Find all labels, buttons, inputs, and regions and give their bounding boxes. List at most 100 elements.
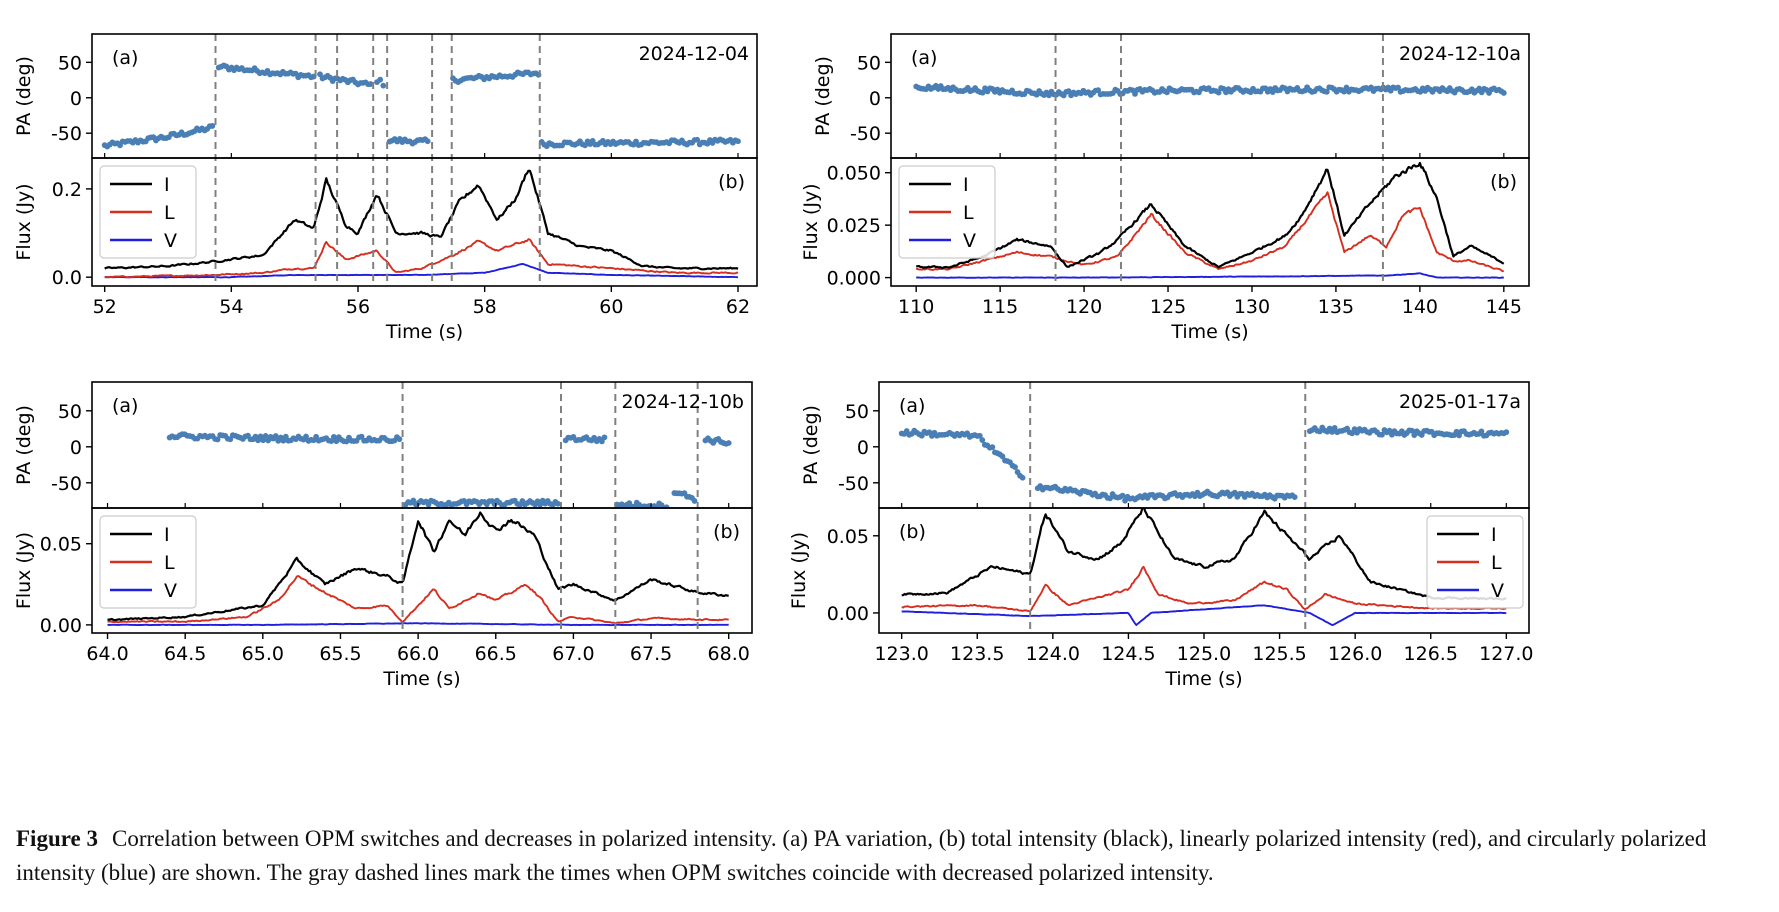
xtick-label: 62 [726, 296, 750, 318]
pa-scatter [166, 431, 732, 508]
series-line-V [901, 604, 1507, 627]
pa-point [1343, 84, 1350, 91]
series-line-I [107, 511, 729, 622]
flux-axes-frame [91, 507, 753, 634]
chart-2025-01-17a: 50 0 -50 0.00 0.05 123.0 123.5 124.0 124.5 125.0 1… [788, 381, 1534, 690]
xtick-label: 124.0 [1026, 643, 1080, 665]
pa-point [979, 437, 986, 443]
pa-point [1323, 88, 1330, 95]
xtick-label: 126.5 [1404, 643, 1458, 665]
legend-label-V: V [963, 230, 976, 252]
flux-lines [915, 161, 1505, 279]
pa-point [735, 138, 741, 145]
pa-point [262, 433, 269, 439]
pa-ytick-label: 0 [869, 88, 881, 110]
series-line-V [107, 622, 729, 627]
flux-ytick-label: 0.2 [52, 179, 82, 201]
pa-point [1107, 495, 1113, 502]
xtick-label: 125 [1150, 296, 1186, 318]
flux-ytick-label: 0.05 [40, 534, 82, 556]
chart-2024-12-10b: 50 0 -50 0.00 0.05 64.0 64.5 65.0 65.5 66.0 66.5 67… [13, 381, 753, 690]
pa-ylabel: PA (deg) [13, 56, 35, 136]
xlabel: Time (s) [385, 321, 463, 343]
xtick-label: 125.0 [1177, 643, 1231, 665]
xlabel: Time (s) [382, 668, 460, 690]
pa-point [377, 76, 384, 83]
xtick-label: 68.0 [708, 643, 750, 665]
pa-ylabel: PA (deg) [13, 405, 35, 485]
pa-point [328, 438, 335, 444]
legend-label-L: L [164, 552, 175, 574]
flux-lines [104, 169, 739, 279]
pa-point [1119, 492, 1126, 499]
xtick-label: 110 [898, 296, 934, 318]
pa-point [601, 434, 608, 441]
pa-scatter [913, 82, 1507, 99]
legend-label-I: I [1491, 524, 1497, 546]
flux-ytick-label: 0.00 [827, 603, 869, 625]
figure-caption: Figure 3 Correlation between OPM switches… [16, 822, 1766, 890]
pa-panel-label: (a) [911, 47, 937, 69]
legend-label-V: V [164, 230, 177, 252]
legend: ILV [1426, 515, 1524, 609]
pa-point [367, 81, 374, 87]
pa-ytick-label: 50 [845, 401, 869, 423]
pa-point [330, 433, 337, 440]
flux-ytick-label: 0.000 [827, 268, 881, 290]
pa-ytick-label: -50 [850, 123, 881, 145]
pa-point [554, 500, 561, 507]
flux-lines [107, 511, 729, 627]
pa-point [1291, 494, 1298, 501]
pa-point [663, 504, 670, 508]
pa-point [694, 136, 701, 143]
flux-panel-label: (b) [718, 171, 745, 193]
pa-ytick-label: 50 [857, 52, 881, 74]
legend-label-I: I [164, 174, 170, 196]
pa-panel-label: (a) [112, 395, 138, 417]
flux-panel-label: (b) [713, 521, 740, 543]
legend-label-V: V [164, 580, 177, 602]
series-line-I [915, 161, 1505, 269]
chart-2024-12-10a: 50 0 -50 0.000 0.025 0.050 110 115 120 125 130 135 1… [800, 33, 1530, 343]
series-line-V [104, 262, 738, 279]
pa-ytick-label: -50 [51, 473, 82, 495]
pa-point [1019, 474, 1026, 481]
pa-scatter [898, 424, 1510, 504]
xtick-label: 66.5 [475, 643, 517, 665]
flux-panel-label: (b) [899, 521, 926, 543]
pa-point [725, 440, 732, 446]
xtick-label: 60 [599, 296, 623, 318]
flux-ytick-label: 0.025 [827, 215, 881, 237]
pa-point [317, 71, 323, 78]
flux-panel-label: (b) [1490, 171, 1517, 193]
xtick-label: 54 [219, 296, 243, 318]
xtick-label: 126.0 [1328, 643, 1382, 665]
legend: ILV [99, 165, 197, 259]
legend-label-I: I [963, 174, 969, 196]
series-line-L [916, 191, 1504, 273]
pa-panel-label: (a) [112, 47, 138, 69]
pa-point [424, 138, 431, 145]
pa-point [979, 89, 986, 96]
legend-label-I: I [164, 524, 170, 546]
flux-axes-frame [91, 157, 758, 287]
pa-point [303, 433, 309, 440]
xtick-label: 120 [1066, 296, 1102, 318]
pa-scatter [101, 62, 741, 150]
pa-point [989, 444, 996, 451]
legend: ILV [99, 515, 197, 609]
xtick-label: 130 [1234, 296, 1270, 318]
pa-point [209, 123, 216, 129]
xtick-label: 135 [1318, 296, 1354, 318]
legend-label-L: L [1491, 552, 1502, 574]
pa-point [380, 82, 387, 89]
pa-point [1500, 90, 1507, 96]
xtick-label: 124.5 [1101, 643, 1155, 665]
pa-point [1503, 429, 1510, 436]
flux-ytick-label: 0.00 [40, 615, 82, 637]
pa-point [272, 433, 279, 439]
pa-point [1395, 84, 1401, 91]
chart-2024-12-04: 50 0 -50 0.0 0.2 52 54 56 58 60 62 PA (deg) Flux (Jy… [13, 33, 758, 343]
chart-title: 2024-12-10b [622, 391, 744, 413]
series-line-L [107, 575, 729, 624]
